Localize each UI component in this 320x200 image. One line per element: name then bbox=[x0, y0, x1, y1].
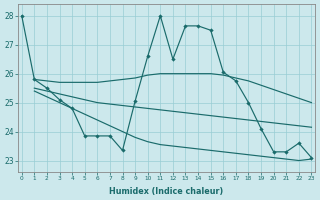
X-axis label: Humidex (Indice chaleur): Humidex (Indice chaleur) bbox=[109, 187, 224, 196]
